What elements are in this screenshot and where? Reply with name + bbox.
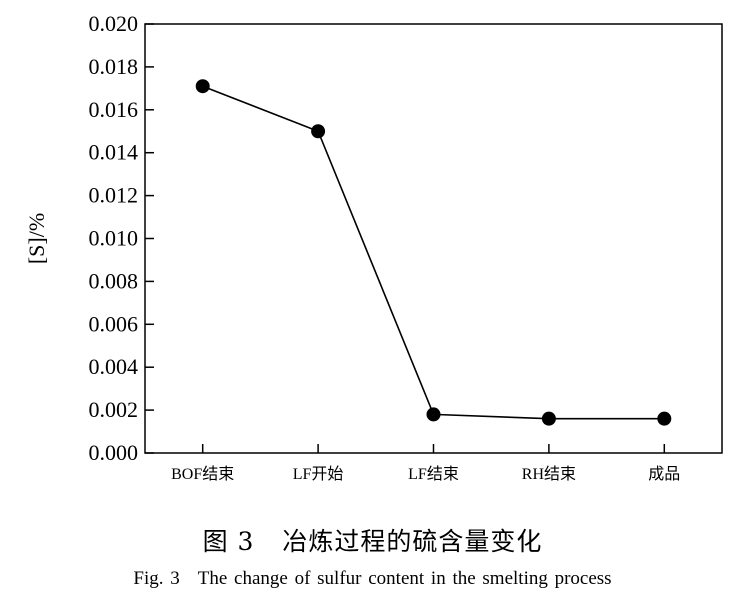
caption-en-text: The change of sulfur content in the smel… [197, 568, 612, 589]
y-axis-label: [S]/% [24, 213, 49, 264]
caption-zh-label: 图 3 [202, 527, 255, 556]
data-point [311, 124, 326, 139]
line-chart: 0.000 0.002 0.004 0.006 0.008 0.010 0.012 0.014… [24, 11, 723, 483]
x-tick-label: RH结束 [522, 465, 576, 483]
y-tick-label: 0.012 [89, 183, 139, 208]
x-tick-label: 成品 [648, 465, 680, 483]
data-point [195, 79, 210, 94]
y-tick-label: 0.006 [89, 311, 139, 336]
series-sulfur [195, 79, 672, 426]
caption-zh-text: 冶炼过程的硫含量变化 [282, 527, 543, 556]
x-tick-label: LF结束 [408, 465, 459, 483]
x-tick-label: BOF结束 [171, 465, 234, 483]
data-point [657, 411, 672, 426]
y-tick-label: 0.016 [89, 97, 139, 122]
x-axis: BOF结束 LF开始 LF结束 RH结束 成品 [171, 444, 680, 483]
y-tick-label: 0.002 [89, 397, 139, 422]
y-axis: 0.000 0.002 0.004 0.006 0.008 0.010 0.012 0.014… [89, 11, 154, 465]
data-point [541, 411, 556, 426]
caption-chinese: 图 3 冶炼过程的硫含量变化 [0, 522, 745, 558]
series-line [202, 85, 665, 420]
y-tick-label: 0.014 [89, 140, 139, 165]
y-tick-label: 0.010 [89, 226, 139, 251]
y-tick-label: 0.000 [89, 440, 139, 465]
y-tick-label: 0.018 [89, 54, 139, 79]
data-point [426, 407, 441, 422]
y-tick-label: 0.020 [89, 11, 139, 36]
y-tick-label: 0.004 [89, 354, 139, 379]
x-tick-label: LF开始 [293, 465, 344, 483]
y-tick-label: 0.008 [89, 268, 139, 293]
caption-english: Fig. 3 The change of sulfur content in th… [0, 568, 745, 590]
caption-en-label: Fig. 3 [133, 568, 180, 589]
plot-frame [144, 23, 723, 454]
